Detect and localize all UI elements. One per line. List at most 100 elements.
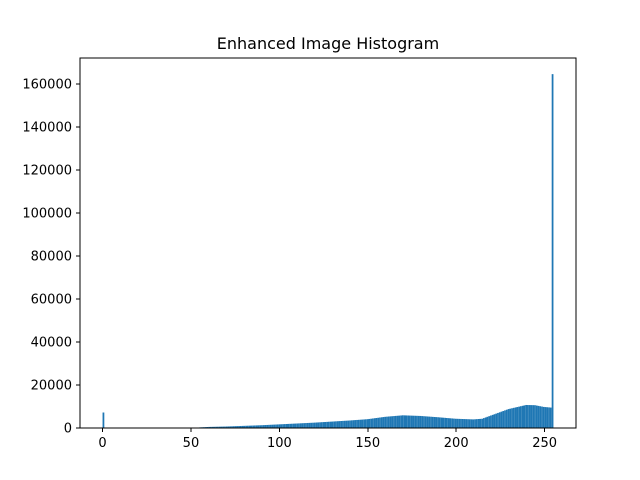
histogram-bar xyxy=(282,424,284,428)
histogram-bar xyxy=(465,419,468,428)
histogram-bar xyxy=(303,423,306,428)
histogram-bar xyxy=(438,417,441,428)
histogram-bar xyxy=(252,425,255,428)
histogram-bar xyxy=(539,406,542,428)
histogram-bar xyxy=(498,412,501,428)
y-tick-label: 120000 xyxy=(22,163,72,178)
histogram-bar xyxy=(361,419,364,428)
histogram-bar xyxy=(264,425,267,428)
histogram-bar xyxy=(458,418,461,428)
histogram-bar xyxy=(338,421,341,428)
histogram-bar xyxy=(546,407,549,428)
y-tick-label: 0 xyxy=(64,422,72,437)
histogram-bar xyxy=(386,416,388,428)
histogram-bar xyxy=(349,420,351,428)
histogram-bar xyxy=(292,423,295,428)
chart-title: Enhanced Image Histogram xyxy=(217,34,439,53)
histogram-bar xyxy=(475,419,478,428)
histogram-bar xyxy=(398,415,401,428)
histogram-bar xyxy=(238,426,240,428)
histogram-bar xyxy=(239,425,242,428)
histogram-bar xyxy=(493,414,496,428)
histogram-bar xyxy=(519,406,522,428)
histogram-bar xyxy=(308,422,311,428)
histogram-bar xyxy=(354,420,357,428)
histogram-bar xyxy=(268,424,270,428)
x-tick-label: 250 xyxy=(532,436,557,451)
histogram-bar xyxy=(313,422,316,428)
histogram-bar xyxy=(511,408,513,428)
histogram-bar xyxy=(329,421,332,428)
histogram-bar xyxy=(461,419,464,428)
histogram-bar xyxy=(215,426,218,428)
histogram-bar xyxy=(542,406,545,428)
histogram-bar xyxy=(516,407,519,428)
histogram-bar xyxy=(468,419,471,428)
histogram-bar xyxy=(470,419,473,428)
histogram-bar xyxy=(446,418,448,428)
histogram-bar xyxy=(393,416,395,428)
histogram-bar xyxy=(296,423,299,428)
y-tick-label: 140000 xyxy=(22,120,72,135)
histogram-bar xyxy=(460,418,462,428)
histogram-bar xyxy=(514,407,517,428)
histogram-bar xyxy=(352,420,355,428)
histogram-bar xyxy=(315,422,318,428)
histogram-bar xyxy=(424,416,427,428)
histogram-bar xyxy=(280,424,283,428)
histogram-bar xyxy=(319,422,321,428)
histogram-bar xyxy=(271,424,274,428)
histogram-bar xyxy=(345,420,348,428)
histogram-bar xyxy=(356,419,358,428)
histogram-bar xyxy=(518,406,520,428)
histogram-bar xyxy=(537,405,540,428)
histogram-bar xyxy=(301,423,304,428)
histogram-bar xyxy=(474,419,476,428)
histogram-bar xyxy=(401,415,404,428)
histogram-bar xyxy=(532,405,535,428)
histogram-bar xyxy=(317,422,320,428)
histogram-bar xyxy=(343,420,346,428)
histogram-bar xyxy=(500,411,503,428)
histogram-bar xyxy=(243,425,246,428)
histogram-bar xyxy=(375,418,378,428)
histogram-bar xyxy=(400,415,402,428)
histogram-bar xyxy=(248,425,251,428)
histogram-bar xyxy=(241,425,244,428)
histogram-bar xyxy=(324,421,327,428)
histogram-bar xyxy=(403,415,406,428)
histogram-bar xyxy=(275,424,277,428)
y-tick-label: 60000 xyxy=(31,292,72,307)
histogram-bar xyxy=(227,426,230,428)
histogram-bar xyxy=(298,423,300,428)
histogram-bar xyxy=(364,419,367,428)
histogram-bar xyxy=(416,415,418,428)
histogram-bar xyxy=(535,405,538,428)
histogram-bar xyxy=(444,417,447,428)
histogram-bar xyxy=(340,421,343,428)
y-tick-label: 160000 xyxy=(22,77,72,92)
histogram-bar xyxy=(410,415,413,428)
histogram-bar xyxy=(430,416,432,428)
histogram-bar xyxy=(291,423,293,428)
histogram-bar xyxy=(255,425,258,428)
histogram-bar xyxy=(213,426,216,428)
x-tick-label: 100 xyxy=(267,436,292,451)
histogram-bar xyxy=(428,416,431,428)
histogram-bar xyxy=(419,415,422,428)
histogram-bar xyxy=(389,416,392,428)
histogram-bar xyxy=(442,417,445,428)
histogram-bar xyxy=(488,416,491,428)
histogram-bar xyxy=(257,425,260,428)
histogram-bar xyxy=(472,419,475,428)
histogram-bar xyxy=(222,426,225,428)
histogram-bar xyxy=(507,409,510,428)
histogram-bar xyxy=(497,412,499,428)
histogram-bar xyxy=(486,416,489,428)
histogram-bar xyxy=(414,415,417,428)
histogram-bar xyxy=(530,405,533,428)
x-tick-label: 150 xyxy=(355,436,380,451)
histogram-bar xyxy=(405,415,408,428)
histogram-bar xyxy=(289,423,292,428)
histogram-bar xyxy=(394,415,397,428)
